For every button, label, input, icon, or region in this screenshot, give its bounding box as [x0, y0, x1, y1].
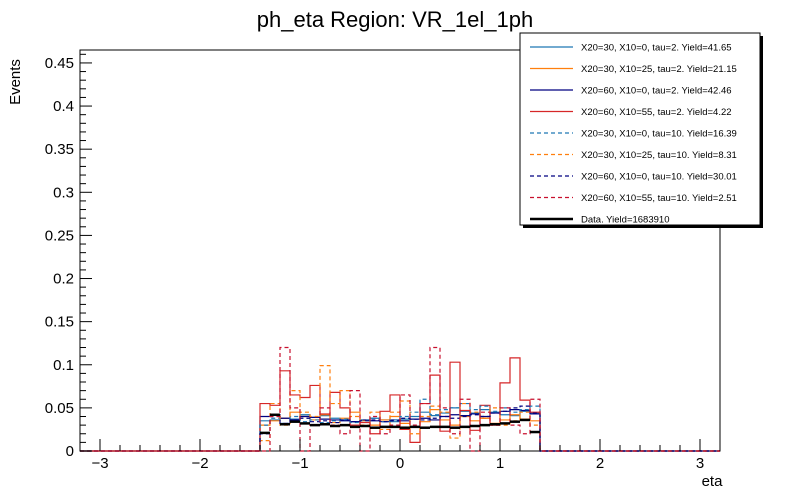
x-tick-label: 0 — [396, 455, 404, 472]
series-layer — [80, 346, 720, 452]
axes-layer: −3 −2 −1 0 1 2 3 0 0.05 0.1 0.15 0.2 0.25 0.3 0.35 0.4 0… — [45, 53, 721, 472]
legend-label: X20=60, X10=55, tau=10. Yield=2.51 — [581, 193, 737, 204]
x-tick-label: 1 — [496, 455, 504, 472]
y-tick-label: 0 — [66, 443, 74, 460]
legend: X20=30, X10=0, tau=2. Yield=41.65 X20=30,… — [519, 32, 763, 228]
legend-entries: X20=30, X10=0, tau=2. Yield=41.65 X20=30,… — [530, 43, 737, 226]
y-tick-label: 0.4 — [53, 98, 74, 115]
legend-label: X20=30, X10=25, tau=2. Yield=21.15 — [581, 64, 737, 75]
y-tick-label: 0.05 — [45, 400, 74, 417]
y-tick-label: 0.25 — [45, 227, 74, 244]
chart-title: ph_eta Region: VR_1el_1ph — [257, 7, 533, 32]
y-axis-label: Events — [7, 59, 24, 105]
x-tick-label: −3 — [91, 455, 108, 472]
legend-label: X20=60, X10=55, tau=2. Yield=4.22 — [581, 107, 732, 118]
x-tick-label: 3 — [696, 455, 704, 472]
y-tick-label: 0.2 — [53, 271, 74, 288]
legend-label: Data. Yield=1683910 — [581, 215, 669, 226]
x-axis-label: eta — [702, 473, 724, 490]
series-line — [80, 346, 720, 452]
x-tick-label: −2 — [191, 455, 208, 472]
legend-label: X20=60, X10=0, tau=2. Yield=42.46 — [581, 86, 732, 97]
legend-box — [519, 32, 761, 226]
legend-label: X20=30, X10=25, tau=10. Yield=8.31 — [581, 150, 737, 161]
y-tick-label: 0.3 — [53, 184, 74, 201]
y-tick-label: 0.35 — [45, 141, 74, 158]
x-tick-label: 2 — [596, 455, 604, 472]
legend-label: X20=60, X10=0, tau=10. Yield=30.01 — [581, 172, 737, 183]
y-tick-label: 0.15 — [45, 314, 74, 331]
x-tick-label: −1 — [291, 455, 308, 472]
y-tick-label: 0.1 — [53, 357, 74, 374]
legend-label: X20=30, X10=0, tau=10. Yield=16.39 — [581, 129, 737, 140]
y-tick-label: 0.45 — [45, 55, 74, 72]
legend-label: X20=30, X10=0, tau=2. Yield=41.65 — [581, 43, 732, 54]
